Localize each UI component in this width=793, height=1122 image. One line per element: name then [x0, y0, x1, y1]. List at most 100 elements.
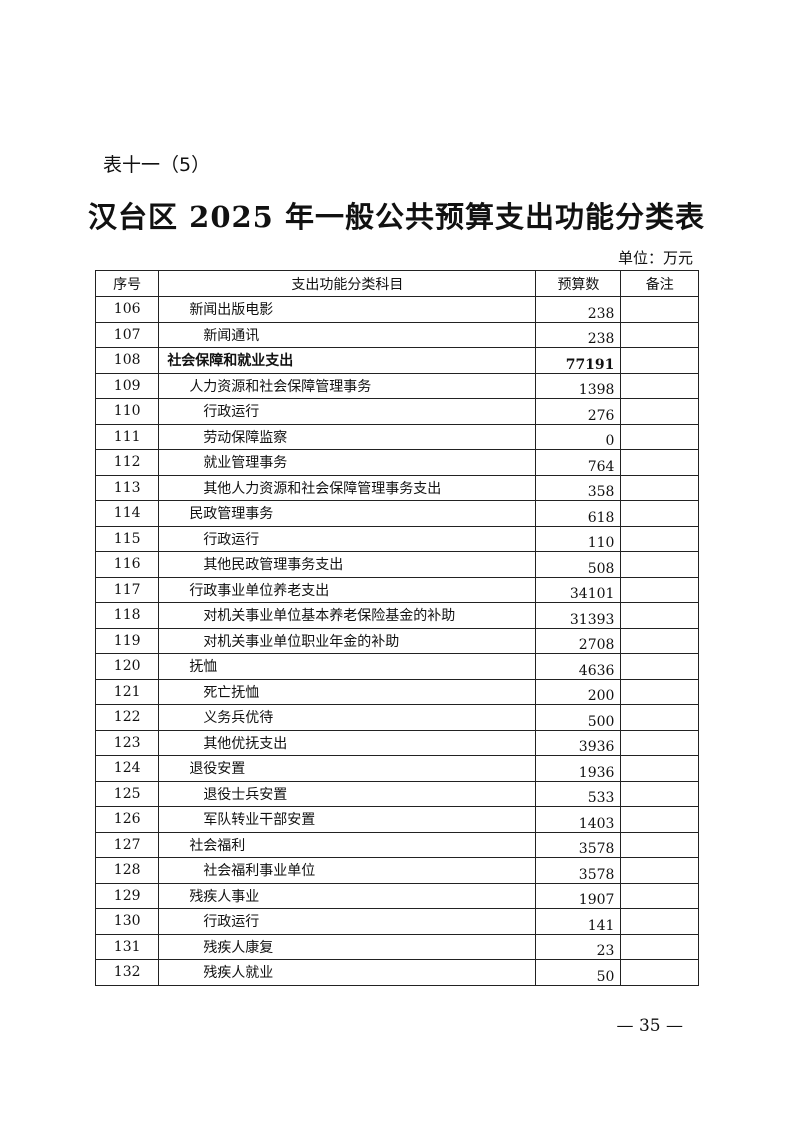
table-row: 113 其他人力资源和社会保障管理事务支出 358 [94, 474, 699, 501]
table-row: 116 其他民政管理事务支出 508 [94, 551, 699, 578]
note-cell [620, 296, 699, 323]
amount-cell: 23 [535, 933, 622, 960]
header-category: 支出功能分类科目 [158, 270, 537, 297]
table-row: 131 残疾人康复 23 [94, 933, 699, 960]
category-cell: 对机关事业单位职业年金的补助 [158, 627, 537, 654]
table-row: 120 抚恤 4636 [94, 653, 699, 680]
amount-cell: 50 [535, 959, 622, 986]
amount-cell: 1936 [535, 755, 622, 782]
note-cell [620, 321, 699, 348]
seq-cell: 116 [94, 551, 160, 578]
page-title: 汉台区 2025 年一般公共预算支出功能分类表 [88, 200, 705, 234]
table-row: 114 民政管理事务 618 [94, 500, 699, 527]
seq-cell: 130 [94, 908, 160, 935]
amount-cell: 276 [535, 398, 622, 425]
category-cell: 退役安置 [158, 755, 537, 782]
category-cell: 行政运行 [158, 908, 537, 935]
seq-cell: 122 [94, 704, 160, 731]
note-cell [620, 704, 699, 731]
note-cell [620, 551, 699, 578]
category-cell: 行政运行 [158, 398, 537, 425]
table-row: 132 残疾人就业 50 [94, 959, 699, 986]
note-cell [620, 602, 699, 629]
seq-cell: 132 [94, 959, 160, 986]
note-cell [620, 347, 699, 374]
header-amount: 预算数 [535, 270, 622, 297]
seq-cell: 109 [94, 372, 160, 399]
category-cell: 社会保障和就业支出 [158, 347, 537, 374]
table-row: 125 退役士兵安置 533 [94, 780, 699, 807]
amount-cell: 764 [535, 449, 622, 476]
category-cell: 新闻出版电影 [158, 296, 537, 323]
amount-cell: 31393 [535, 602, 622, 629]
category-cell: 对机关事业单位基本养老保险基金的补助 [158, 602, 537, 629]
seq-cell: 111 [94, 423, 160, 450]
amount-cell: 0 [535, 423, 622, 450]
seq-cell: 118 [94, 602, 160, 629]
note-cell [620, 806, 699, 833]
category-cell: 人力资源和社会保障管理事务 [158, 372, 537, 399]
table-row: 108 社会保障和就业支出 77191 [94, 347, 699, 374]
header-note: 备注 [620, 270, 699, 297]
table-row: 127 社会福利 3578 [94, 831, 699, 858]
table-row: 109 人力资源和社会保障管理事务 1398 [94, 372, 699, 399]
note-cell [620, 729, 699, 756]
budget-table: 序号 支出功能分类科目 预算数 备注 106 新闻出版电影 238 107 新闻通讯 23… [94, 270, 699, 986]
note-cell [620, 525, 699, 552]
amount-cell: 1403 [535, 806, 622, 833]
table-row: 123 其他优抚支出 3936 [94, 729, 699, 756]
table-row: 122 义务兵优待 500 [94, 704, 699, 731]
seq-cell: 113 [94, 474, 160, 501]
table-row: 118 对机关事业单位基本养老保险基金的补助 31393 [94, 602, 699, 629]
seq-cell: 119 [94, 627, 160, 654]
note-cell [620, 780, 699, 807]
note-cell [620, 831, 699, 858]
amount-cell: 618 [535, 500, 622, 527]
seq-cell: 129 [94, 882, 160, 909]
note-cell [620, 627, 699, 654]
note-cell [620, 500, 699, 527]
seq-cell: 112 [94, 449, 160, 476]
seq-cell: 128 [94, 857, 160, 884]
category-cell: 行政事业单位养老支出 [158, 576, 537, 603]
seq-cell: 131 [94, 933, 160, 960]
amount-cell: 238 [535, 321, 622, 348]
amount-cell: 4636 [535, 653, 622, 680]
seq-cell: 107 [94, 321, 160, 348]
seq-cell: 115 [94, 525, 160, 552]
table-row: 110 行政运行 276 [94, 398, 699, 425]
category-cell: 义务兵优待 [158, 704, 537, 731]
table-row: 130 行政运行 141 [94, 908, 699, 935]
category-cell: 残疾人事业 [158, 882, 537, 909]
amount-cell: 110 [535, 525, 622, 552]
amount-cell: 3936 [535, 729, 622, 756]
amount-cell: 200 [535, 678, 622, 705]
amount-cell: 141 [535, 908, 622, 935]
amount-cell: 358 [535, 474, 622, 501]
page-number: — 35 — [616, 1016, 683, 1036]
category-cell: 军队转业干部安置 [158, 806, 537, 833]
amount-cell: 533 [535, 780, 622, 807]
category-cell: 其他民政管理事务支出 [158, 551, 537, 578]
seq-cell: 120 [94, 653, 160, 680]
table-header-row: 序号 支出功能分类科目 预算数 备注 [94, 270, 699, 297]
table-body: 106 新闻出版电影 238 107 新闻通讯 238 108 社会保障和就业支出 77191 1… [94, 296, 699, 986]
table-row: 115 行政运行 110 [94, 525, 699, 552]
note-cell [620, 678, 699, 705]
seq-cell: 126 [94, 806, 160, 833]
seq-cell: 108 [94, 347, 160, 374]
note-cell [620, 933, 699, 960]
amount-cell: 1398 [535, 372, 622, 399]
category-cell: 社会福利 [158, 831, 537, 858]
note-cell [620, 398, 699, 425]
seq-cell: 114 [94, 500, 160, 527]
seq-cell: 106 [94, 296, 160, 323]
category-cell: 劳动保障监察 [158, 423, 537, 450]
amount-cell: 508 [535, 551, 622, 578]
seq-cell: 127 [94, 831, 160, 858]
table-row: 117 行政事业单位养老支出 34101 [94, 576, 699, 603]
note-cell [620, 372, 699, 399]
category-cell: 残疾人康复 [158, 933, 537, 960]
seq-cell: 110 [94, 398, 160, 425]
table-row: 111 劳动保障监察 0 [94, 423, 699, 450]
